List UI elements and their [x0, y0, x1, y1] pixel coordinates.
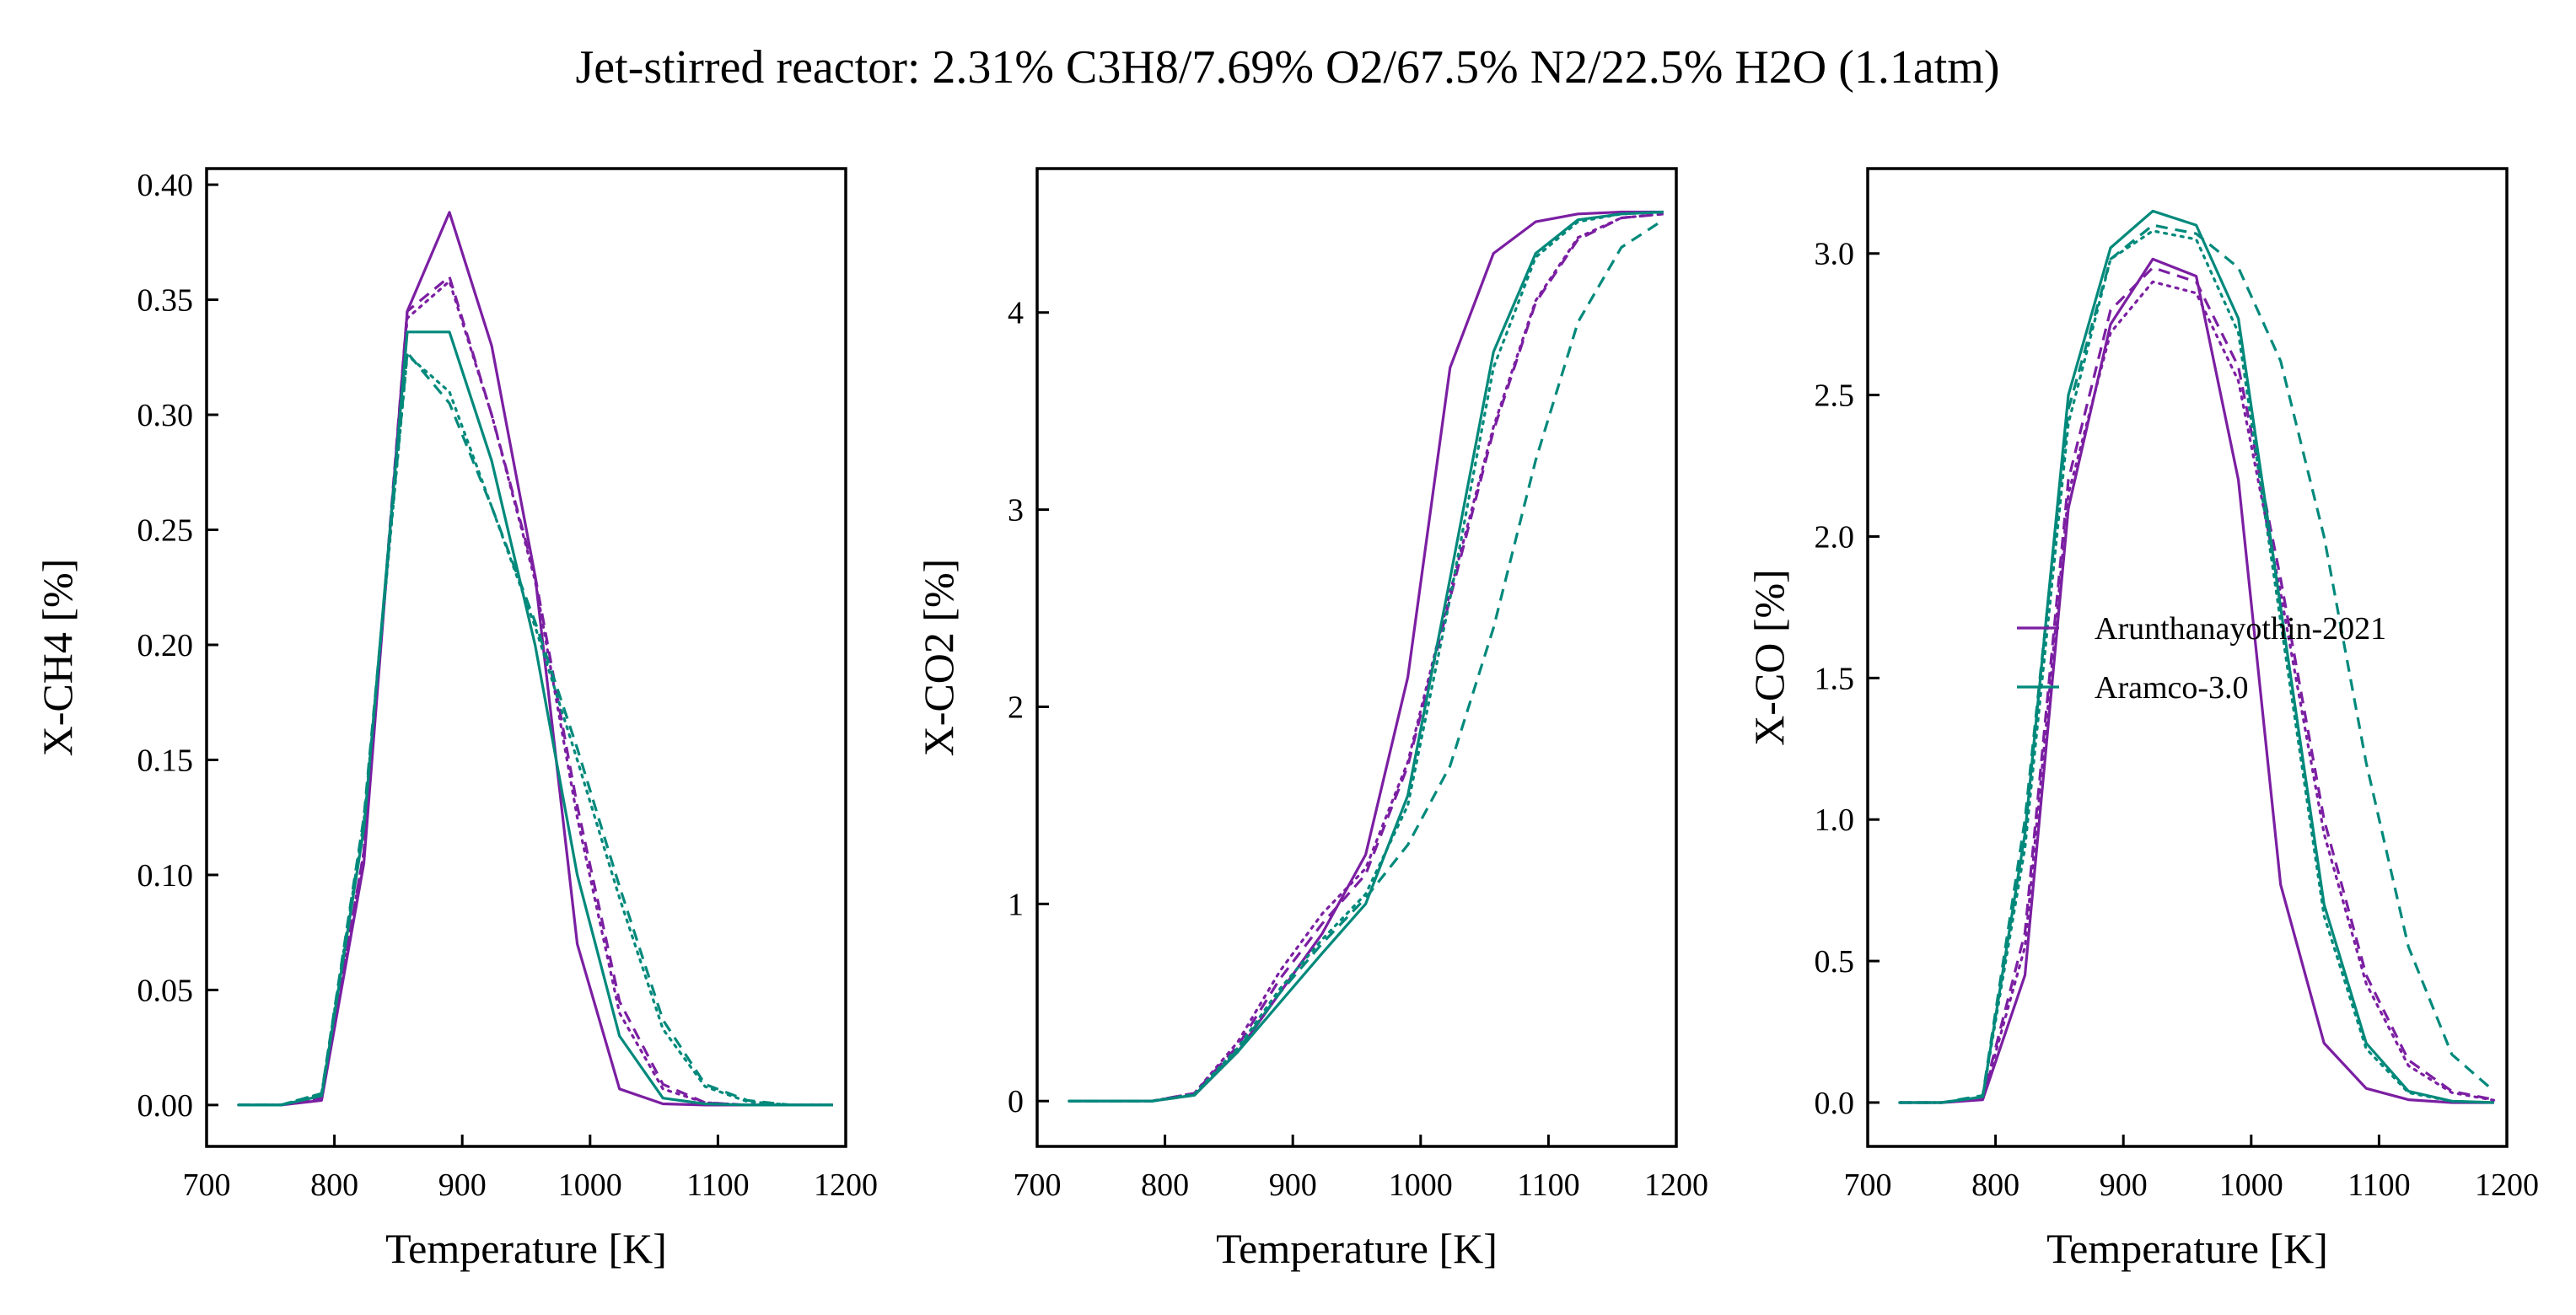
y-tick-label: 0.20: [137, 628, 194, 663]
y-tick-label: 0.35: [137, 283, 194, 319]
y-tick-label: 0.30: [137, 398, 194, 433]
y-axis-label: X-CH4 [%]: [34, 559, 81, 757]
series-line-arunthanayothin-2021-solid: [238, 211, 833, 1107]
subplot-1: 700 800 900 1000 1100 1200 0.00 0.05 0.10 0.15 0.2…: [34, 167, 878, 1272]
y-tick-label: 3: [1008, 493, 1024, 529]
x-axis-label: Temperature [K]: [385, 1225, 667, 1272]
x-tick-label: 1000: [2219, 1167, 2283, 1203]
x-tick-label: 1100: [686, 1167, 750, 1203]
y-tick-label: 0.05: [137, 973, 194, 1008]
legend-label: Aramco-3.0: [2095, 670, 2249, 706]
x-tick-label: 1200: [1644, 1167, 1708, 1203]
series-line-arunthanayothin-2021-dashed: [238, 275, 833, 1107]
y-tick-label: 2: [1008, 690, 1024, 725]
series-line-arunthanayothin-2021-solid: [1899, 257, 2494, 1104]
figure-title: Jet-stirred reactor: 2.31% C3H8/7.69% O2…: [576, 41, 2000, 94]
y-axis-label: X-CO2 [%]: [915, 559, 962, 757]
legend-entry-arunthanayothin-2021: Arunthanayothin-2021: [2017, 611, 2386, 647]
axes-frame: [1035, 167, 1678, 1148]
y-tick-label: 2.5: [1815, 378, 1855, 414]
series-line-aramco-3-0-dashed: [1068, 218, 1664, 1103]
x-axis-label: Temperature [K]: [1216, 1225, 1498, 1272]
x-tick-label: 1000: [1389, 1167, 1453, 1203]
x-tick-label: 700: [1844, 1167, 1892, 1203]
x-axis-label: Temperature [K]: [2046, 1225, 2328, 1272]
subplot-2: 700 800 900 1000 1100 1200 0 1 2 3 4 Temperature [K…: [915, 167, 1708, 1272]
legend-entry-aramco-3-0: Aramco-3.0: [2017, 670, 2249, 706]
y-tick-label: 3.0: [1815, 237, 1855, 272]
series-group: [237, 211, 835, 1107]
x-tick-label: 900: [438, 1167, 487, 1203]
y-tick-label: 0.25: [137, 513, 194, 549]
axes-frame: [205, 167, 847, 1148]
y-tick-label: 0: [1008, 1084, 1024, 1119]
y-tick-label: 0.15: [137, 743, 194, 778]
series-line-aramco-3-0-dashed: [238, 351, 833, 1107]
x-tick-label: 1200: [814, 1167, 878, 1203]
axes-frame: [1866, 167, 2509, 1148]
y-tick-label: 0.00: [137, 1088, 194, 1124]
subplots: 700 800 900 1000 1100 12000.000.050.100.150.2…: [34, 167, 2539, 1272]
x-tick-label: 800: [1141, 1167, 1189, 1203]
series-line-arunthanayothin-2021-dashed: [1068, 212, 1664, 1103]
series-group: [1068, 210, 1665, 1103]
legend: Arunthanayothin-2021 Aramco-3.0: [2017, 611, 2386, 706]
legend-label: Arunthanayothin-2021: [2095, 611, 2386, 647]
y-tick-label: 0.40: [137, 168, 194, 203]
y-tick-label: 2.0: [1815, 519, 1855, 555]
x-tick-label: 1100: [1517, 1167, 1580, 1203]
series-line-aramco-3-0-solid: [1068, 210, 1664, 1103]
y-axis-label: X-CO [%]: [1745, 569, 1793, 746]
y-tick-label: 1: [1008, 887, 1024, 922]
series-group: [1898, 209, 2496, 1104]
series-line-arunthanayothin-2021-solid: [1068, 210, 1664, 1103]
x-tick-label: 800: [1971, 1167, 2019, 1203]
x-tick-label: 900: [2100, 1167, 2148, 1203]
x-tick-label: 700: [183, 1167, 231, 1203]
series-line-aramco-3-0-dashed: [1899, 223, 2495, 1104]
x-tick-label: 1200: [2475, 1167, 2539, 1203]
x-tick-label: 900: [1269, 1167, 1317, 1203]
x-tick-label: 700: [1014, 1167, 1062, 1203]
series-line-aramco-3-0-dotted: [237, 353, 835, 1107]
series-line-arunthanayothin-2021-dashed: [1899, 266, 2495, 1104]
x-tick-label: 1100: [2347, 1167, 2411, 1203]
y-tick-label: 1.0: [1815, 802, 1855, 838]
series-line-aramco-3-0-dotted: [1898, 229, 2496, 1104]
subplot-3: 700 800 900 1000 1100 1200 0.0 0.5 1.0 1.5 2.0 2.5 3…: [1745, 167, 2539, 1272]
x-tick-label: 800: [310, 1167, 358, 1203]
series-line-arunthanayothin-2021-dotted: [1898, 280, 2496, 1104]
series-line-arunthanayothin-2021-dotted: [237, 280, 835, 1107]
y-tick-label: 1.5: [1815, 661, 1855, 696]
y-tick-label: 0.5: [1815, 944, 1855, 980]
y-tick-label: 4: [1008, 296, 1024, 331]
x-tick-label: 1000: [558, 1167, 622, 1203]
series-line-aramco-3-0-solid: [1899, 209, 2494, 1104]
series-line-aramco-3-0-solid: [238, 330, 833, 1107]
series-line-arunthanayothin-2021-dotted: [1068, 212, 1665, 1103]
series-line-aramco-3-0-dotted: [1068, 210, 1665, 1103]
y-tick-label: 0.10: [137, 858, 194, 894]
y-tick-label: 0.0: [1815, 1086, 1855, 1121]
